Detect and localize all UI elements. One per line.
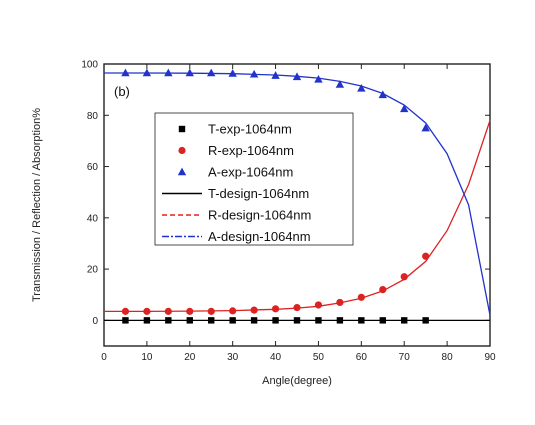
a-exp-1064nm-point [314,74,323,83]
a-exp-1064nm-point [421,123,430,132]
r-exp-1064nm-point [314,301,323,309]
a-exp-1064nm-point [185,68,194,77]
series-layer [104,68,491,324]
y-tick-label: 20 [87,265,99,276]
legend-label-t-design-1064nm: T-design-1064nm [208,186,309,201]
a-exp-1064nm-point [207,68,216,77]
legend-swatch-t-exp-1064nm [178,125,186,133]
y-axis-title: Transmission / Reflection / Absorption% [31,108,43,302]
x-tick-label: 90 [484,352,496,363]
axes: 0 10 20 30 40 50 60 70 80 90 0 20 40 60 80 100 [81,60,496,364]
y-tick-label: 100 [81,60,98,71]
plot-frame [103,63,491,347]
x-tick-label: 70 [399,352,411,363]
panel-label: (b) [114,84,130,99]
legend-label-a-exp-1064nm: A-exp-1064nm [208,165,293,180]
legend-box [154,112,354,246]
a-design-1064nm-line [104,72,491,316]
x-tick-label: 60 [356,352,368,363]
y-tick-label: 80 [87,111,99,122]
x-tick-label: 0 [101,352,107,363]
y-tick-label: 0 [92,316,98,327]
a-exp-1064nm-point [164,68,173,77]
x-tick-label: 30 [227,352,239,363]
legend-label-r-exp-1064nm: R-exp-1064nm [208,143,294,158]
legend-label-r-design-1064nm: R-design-1064nm [208,208,311,223]
legend-label-a-design-1064nm: A-design-1064nm [208,229,311,244]
x-tick-label: 20 [184,352,196,363]
legend-swatch-a-exp-1064nm [177,167,187,176]
x-tick-label: 80 [442,352,454,363]
y-tick-label: 40 [87,213,99,224]
a-exp-1064nm-point [335,80,345,88]
a-exp-1064nm-point [400,104,409,113]
legend-swatch-r-exp-1064nm [178,146,186,155]
legend: T-exp-1064nm R-exp-1064nm A-exp-1064nm T-de… [154,112,354,246]
r-design-1064nm-line [104,120,491,313]
legend-label-t-exp-1064nm: T-exp-1064nm [208,122,292,137]
a-exp-1064nm-point [228,69,237,77]
x-tick-label: 50 [313,352,325,363]
y-tick-label: 60 [87,162,99,173]
x-tick-label: 40 [270,352,282,363]
x-tick-label: 10 [141,352,153,363]
x-axis-title: Angle(degree) [262,375,332,387]
a-exp-1064nm-point [357,83,366,92]
